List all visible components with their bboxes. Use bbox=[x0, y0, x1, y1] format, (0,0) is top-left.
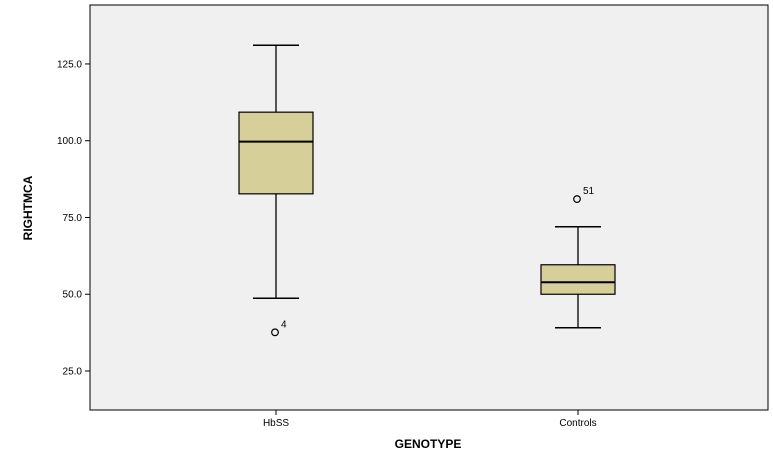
outlier-point bbox=[271, 328, 279, 337]
y-tick-label: 125.0 bbox=[57, 59, 82, 70]
x-axis-title: GENOTYPE bbox=[395, 437, 462, 451]
y-tick-label: 25.0 bbox=[63, 367, 83, 378]
x-tick-label: HbSS bbox=[263, 418, 289, 429]
iqr-box bbox=[540, 264, 616, 295]
y-tick-label: 100.0 bbox=[57, 136, 82, 147]
y-tick-label: 75.0 bbox=[63, 213, 83, 224]
y-axis-title: RIGHTMCA bbox=[21, 175, 35, 240]
outlier-point bbox=[573, 195, 581, 203]
plot-area bbox=[89, 4, 769, 411]
outlier-label: 51 bbox=[583, 186, 595, 197]
y-tick-label: 50.0 bbox=[63, 290, 83, 301]
iqr-box bbox=[238, 111, 314, 195]
box-group: 51 bbox=[540, 186, 616, 329]
box-group: 4 bbox=[238, 44, 314, 337]
x-tick-label: Controls bbox=[559, 418, 596, 429]
outlier-label: 4 bbox=[281, 319, 287, 330]
